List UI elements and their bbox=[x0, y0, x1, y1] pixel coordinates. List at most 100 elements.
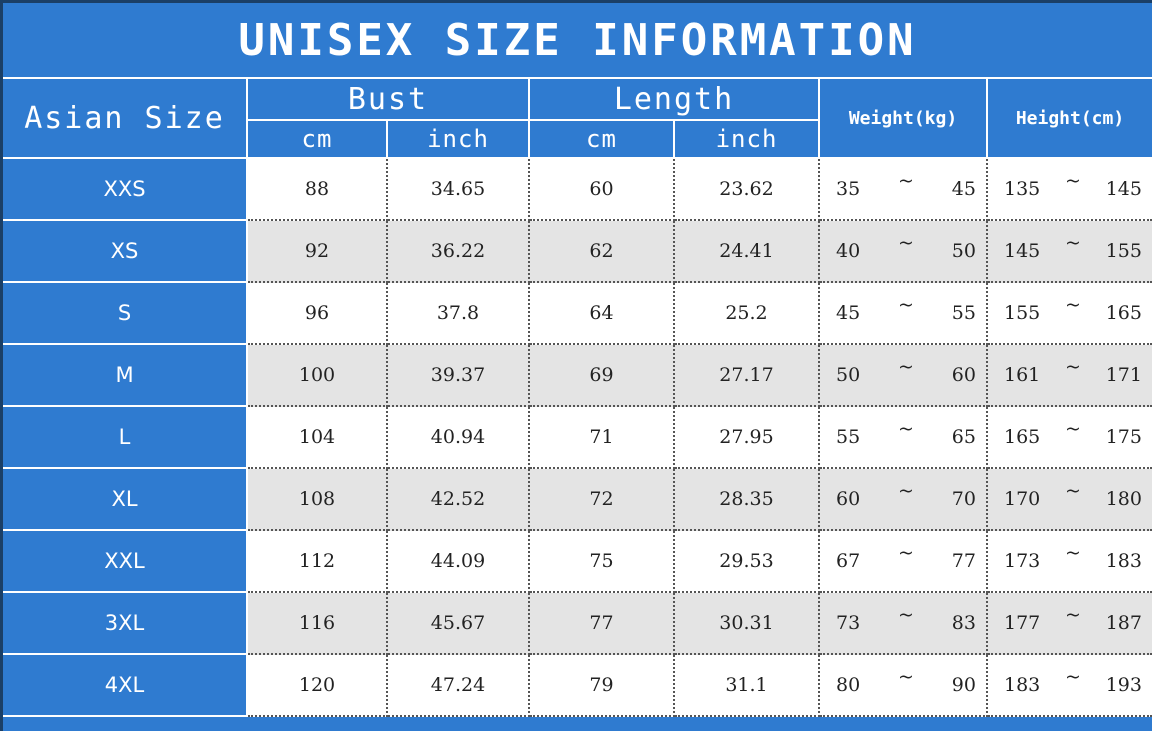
range-min: 173 bbox=[1004, 550, 1041, 572]
cell: 92 bbox=[248, 221, 388, 283]
range-min: 50 bbox=[836, 364, 861, 386]
header-unit: cm bbox=[248, 121, 388, 159]
range-min: 170 bbox=[1004, 488, 1041, 510]
range-max: 187 bbox=[1105, 612, 1142, 634]
range-max: 55 bbox=[951, 302, 976, 324]
range-max: 45 bbox=[951, 178, 976, 200]
cell: 27.95 bbox=[675, 407, 820, 469]
range-max: 193 bbox=[1105, 674, 1142, 696]
range-cell: 161 ~171 bbox=[988, 345, 1152, 407]
cell: 79 bbox=[530, 655, 675, 717]
range-max: 65 bbox=[951, 426, 976, 448]
cell: 100 bbox=[248, 345, 388, 407]
range-sep: ~ bbox=[898, 294, 914, 316]
range-min: 67 bbox=[836, 550, 861, 572]
size-label: L bbox=[3, 407, 248, 469]
range-min: 45 bbox=[836, 302, 861, 324]
range-cell: 183 ~193 bbox=[988, 655, 1152, 717]
cell: 116 bbox=[248, 593, 388, 655]
header-bust: Bust bbox=[248, 79, 530, 121]
range-max: 60 bbox=[951, 364, 976, 386]
range-cell: 80 ~90 bbox=[820, 655, 988, 717]
cell: 27.17 bbox=[675, 345, 820, 407]
cell: 29.53 bbox=[675, 531, 820, 593]
cell: 28.35 bbox=[675, 469, 820, 531]
range-sep: ~ bbox=[1065, 666, 1081, 688]
range-min: 55 bbox=[836, 426, 861, 448]
range-sep: ~ bbox=[898, 356, 914, 378]
range-cell: 170 ~180 bbox=[988, 469, 1152, 531]
range-min: 145 bbox=[1004, 240, 1041, 262]
size-label: M bbox=[3, 345, 248, 407]
range-sep: ~ bbox=[898, 170, 914, 192]
range-max: 83 bbox=[951, 612, 976, 634]
cell: 24.41 bbox=[675, 221, 820, 283]
size-label: XS bbox=[3, 221, 248, 283]
cell: 42.52 bbox=[388, 469, 530, 531]
range-sep: ~ bbox=[1065, 480, 1081, 502]
cell: 30.31 bbox=[675, 593, 820, 655]
range-min: 35 bbox=[836, 178, 861, 200]
cell: 69 bbox=[530, 345, 675, 407]
range-max: 145 bbox=[1105, 178, 1142, 200]
range-sep: ~ bbox=[898, 232, 914, 254]
range-min: 40 bbox=[836, 240, 861, 262]
size-label: XL bbox=[3, 469, 248, 531]
range-cell: 60 ~70 bbox=[820, 469, 988, 531]
range-sep: ~ bbox=[1065, 542, 1081, 564]
range-cell: 45 ~55 bbox=[820, 283, 988, 345]
range-sep: ~ bbox=[898, 604, 914, 626]
cell: 23.62 bbox=[675, 159, 820, 221]
range-max: 90 bbox=[951, 674, 976, 696]
size-label: 4XL bbox=[3, 655, 248, 717]
range-max: 77 bbox=[951, 550, 976, 572]
cell: 120 bbox=[248, 655, 388, 717]
range-sep: ~ bbox=[898, 480, 914, 502]
size-label: 3XL bbox=[3, 593, 248, 655]
range-cell: 55 ~65 bbox=[820, 407, 988, 469]
range-min: 161 bbox=[1004, 364, 1041, 386]
range-min: 155 bbox=[1004, 302, 1041, 324]
cell: 72 bbox=[530, 469, 675, 531]
size-label: XXL bbox=[3, 531, 248, 593]
cell: 112 bbox=[248, 531, 388, 593]
range-max: 155 bbox=[1105, 240, 1142, 262]
title: UNISEX SIZE INFORMATION bbox=[3, 3, 1152, 79]
range-cell: 40 ~50 bbox=[820, 221, 988, 283]
cell: 44.09 bbox=[388, 531, 530, 593]
range-max: 70 bbox=[951, 488, 976, 510]
cell: 104 bbox=[248, 407, 388, 469]
range-cell: 67 ~77 bbox=[820, 531, 988, 593]
cell: 39.37 bbox=[388, 345, 530, 407]
cell: 31.1 bbox=[675, 655, 820, 717]
range-sep: ~ bbox=[1065, 356, 1081, 378]
range-sep: ~ bbox=[898, 418, 914, 440]
range-min: 80 bbox=[836, 674, 861, 696]
range-cell: 135 ~145 bbox=[988, 159, 1152, 221]
cell: 71 bbox=[530, 407, 675, 469]
header-size: Asian Size bbox=[3, 79, 248, 159]
cell: 96 bbox=[248, 283, 388, 345]
cell: 36.22 bbox=[388, 221, 530, 283]
header-height: Height(cm) bbox=[988, 79, 1152, 159]
cell: 25.2 bbox=[675, 283, 820, 345]
range-max: 50 bbox=[951, 240, 976, 262]
range-sep: ~ bbox=[1065, 294, 1081, 316]
cell: 34.65 bbox=[388, 159, 530, 221]
cell: 60 bbox=[530, 159, 675, 221]
cell: 75 bbox=[530, 531, 675, 593]
range-min: 183 bbox=[1004, 674, 1041, 696]
range-max: 183 bbox=[1105, 550, 1142, 572]
range-cell: 50 ~60 bbox=[820, 345, 988, 407]
range-cell: 165 ~175 bbox=[988, 407, 1152, 469]
range-max: 171 bbox=[1105, 364, 1142, 386]
header-unit: cm bbox=[530, 121, 675, 159]
range-cell: 173 ~183 bbox=[988, 531, 1152, 593]
cell: 37.8 bbox=[388, 283, 530, 345]
range-cell: 35 ~45 bbox=[820, 159, 988, 221]
header-unit: inch bbox=[675, 121, 820, 159]
range-max: 165 bbox=[1105, 302, 1142, 324]
cell: 62 bbox=[530, 221, 675, 283]
range-min: 165 bbox=[1004, 426, 1041, 448]
range-cell: 145 ~155 bbox=[988, 221, 1152, 283]
